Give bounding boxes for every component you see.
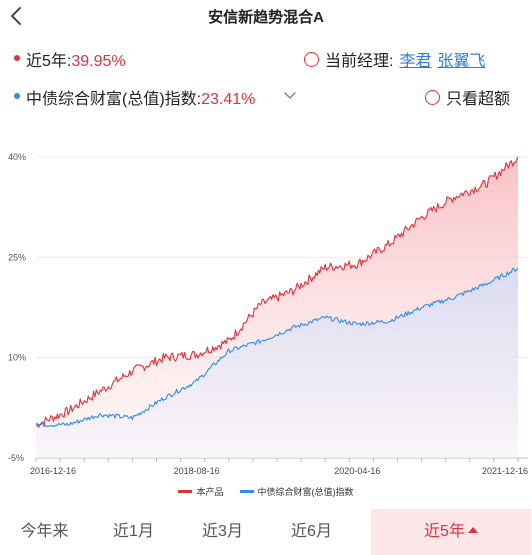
area-fills xyxy=(36,157,518,458)
legend-swatch-product xyxy=(178,489,193,493)
y-tick-label: -5% xyxy=(8,453,24,463)
manager-group: 当前经理: 李君 张翼飞 xyxy=(304,47,485,71)
area-index xyxy=(36,268,518,458)
caret-up-icon xyxy=(467,526,478,533)
tab-1m[interactable]: 近1月 xyxy=(89,509,178,555)
tab-3m-label: 近3月 xyxy=(202,523,243,540)
tab-ytd-label: 今年来 xyxy=(20,523,69,540)
tab-ytd[interactable]: 今年来 xyxy=(0,509,89,555)
x-tick-label: 2020-04-16 xyxy=(334,466,380,476)
product-return-row: 近5年:39.95% 当前经理: 李君 张翼飞 xyxy=(0,44,532,72)
manager-link-1[interactable]: 李君 xyxy=(399,53,432,70)
y-tick-label: 25% xyxy=(8,252,26,262)
product-dot-icon xyxy=(14,55,20,61)
index-return: 中债综合财富(总值)指数:23.41% xyxy=(26,85,255,109)
legend-label-index: 中债综合财富(总值)指数 xyxy=(257,486,354,497)
page-title: 安信新趋势混合A xyxy=(208,9,324,26)
series-lines xyxy=(35,156,519,428)
index-return-value: 23.41% xyxy=(201,91,256,108)
tab-5y-label: 近5年 xyxy=(424,523,465,540)
index-return-label: 中债综合财富(总值)指数: xyxy=(26,91,202,108)
y-axis-ticks: 40% 25% 10% -5% xyxy=(8,152,26,463)
manager-link-2[interactable]: 张翼飞 xyxy=(437,53,486,70)
tab-3m[interactable]: 近3月 xyxy=(178,509,267,555)
y-tick-label: 40% xyxy=(8,152,26,162)
excess-group: 只看超额 xyxy=(425,85,510,109)
chart-legend: 本产品 中债综合财富(总值)指数 xyxy=(0,484,532,498)
x-tick-label: 2018-08-16 xyxy=(174,466,220,476)
tab-6m-label: 近6月 xyxy=(291,523,332,540)
line-index xyxy=(35,267,519,428)
index-dot-icon xyxy=(14,93,20,99)
product-return-value: 39.95% xyxy=(71,53,126,70)
tab-1m-label: 近1月 xyxy=(113,523,154,540)
period-tabs: 今年来 近1月 近3月 近6月 近5年 xyxy=(0,509,532,555)
y-tick-label: 10% xyxy=(8,353,26,363)
legend-label-product: 本产品 xyxy=(196,486,224,497)
manager-radio[interactable] xyxy=(304,51,319,67)
index-return-row: 中债综合财富(总值)指数:23.41% 只看超额 xyxy=(0,82,532,110)
tab-5y[interactable]: 近5年 xyxy=(371,509,531,555)
legend-swatch-index xyxy=(239,489,254,493)
chevron-down-icon[interactable] xyxy=(282,89,298,103)
product-return: 近5年:39.95% xyxy=(26,47,126,71)
line-product xyxy=(35,156,519,428)
product-return-label: 近5年: xyxy=(26,53,72,70)
app-header: 安信新趋势混合A xyxy=(0,0,532,34)
x-tick-label: 2021-12-16 xyxy=(482,466,528,476)
x-tick-label: 2016-12-16 xyxy=(30,466,76,476)
back-icon[interactable] xyxy=(6,4,28,28)
chart-canvas: 40% 25% 10% -5% 2016-12-16 2018-08-16 2020-04… xyxy=(8,152,528,476)
tab-6m[interactable]: 近6月 xyxy=(267,509,356,555)
legend-item-product: 本产品 xyxy=(178,485,224,498)
manager-label: 当前经理: xyxy=(325,53,394,70)
excess-radio[interactable] xyxy=(425,89,440,105)
performance-chart: 40% 25% 10% -5% 2016-12-16 2018-08-16 2020-04… xyxy=(0,140,532,500)
legend-item-index: 中债综合财富(总值)指数 xyxy=(239,485,354,498)
x-axis-ticks: 2016-12-16 2018-08-16 2020-04-16 2021-12-16 xyxy=(30,458,528,476)
excess-label: 只看超额 xyxy=(446,91,511,108)
